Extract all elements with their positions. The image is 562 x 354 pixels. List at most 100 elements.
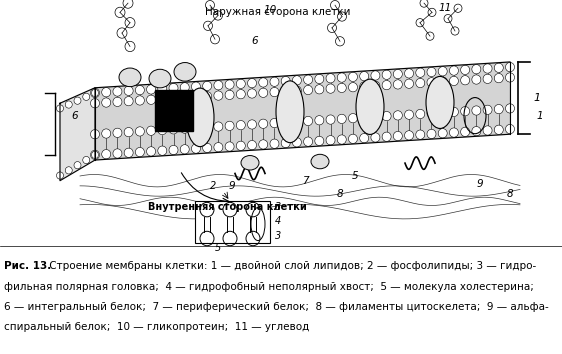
Circle shape xyxy=(292,138,301,147)
Circle shape xyxy=(203,92,212,101)
Circle shape xyxy=(225,90,234,99)
Circle shape xyxy=(393,111,402,120)
Text: 10: 10 xyxy=(264,5,277,15)
Circle shape xyxy=(102,149,111,159)
Circle shape xyxy=(236,141,245,150)
Circle shape xyxy=(158,84,167,93)
Circle shape xyxy=(90,150,99,160)
Circle shape xyxy=(102,129,111,138)
Circle shape xyxy=(214,143,223,152)
Circle shape xyxy=(348,134,357,143)
Circle shape xyxy=(180,83,189,92)
Circle shape xyxy=(281,138,290,148)
Circle shape xyxy=(337,73,346,82)
Text: 8: 8 xyxy=(507,189,513,199)
Ellipse shape xyxy=(356,79,384,135)
Circle shape xyxy=(495,125,504,135)
Circle shape xyxy=(427,67,436,77)
Circle shape xyxy=(270,139,279,148)
Circle shape xyxy=(337,114,346,124)
Circle shape xyxy=(147,147,156,156)
Circle shape xyxy=(214,81,223,90)
Circle shape xyxy=(259,88,268,97)
Circle shape xyxy=(158,95,167,104)
Circle shape xyxy=(169,84,178,93)
Circle shape xyxy=(158,125,167,135)
Circle shape xyxy=(180,93,189,102)
Text: Рис. 13.: Рис. 13. xyxy=(4,261,51,271)
Circle shape xyxy=(203,143,212,153)
Circle shape xyxy=(416,78,425,88)
Circle shape xyxy=(360,133,369,143)
Circle shape xyxy=(102,87,111,97)
Circle shape xyxy=(292,86,301,95)
Circle shape xyxy=(135,85,144,95)
Circle shape xyxy=(92,89,98,97)
Circle shape xyxy=(450,107,459,116)
Circle shape xyxy=(505,62,514,72)
Circle shape xyxy=(371,81,380,91)
Circle shape xyxy=(281,118,290,127)
Circle shape xyxy=(303,116,312,126)
Circle shape xyxy=(57,172,64,179)
Ellipse shape xyxy=(119,68,141,87)
Circle shape xyxy=(65,167,72,174)
Circle shape xyxy=(360,113,369,122)
Circle shape xyxy=(259,140,268,149)
Circle shape xyxy=(360,72,369,81)
Ellipse shape xyxy=(149,69,171,88)
Circle shape xyxy=(214,91,223,100)
Circle shape xyxy=(472,64,481,74)
Text: 6 — интегральный белок;  7 — периферический белок;  8 — филаменты цитоскелета;  : 6 — интегральный белок; 7 — периферическ… xyxy=(4,302,549,312)
Circle shape xyxy=(483,105,492,114)
Circle shape xyxy=(124,148,133,158)
Circle shape xyxy=(247,141,256,150)
Circle shape xyxy=(461,107,470,116)
Text: спиральный белок;  10 — гликопротеин;  11 — углевод: спиральный белок; 10 — гликопротеин; 11 … xyxy=(4,322,309,332)
Circle shape xyxy=(247,79,256,88)
Circle shape xyxy=(315,85,324,94)
Circle shape xyxy=(147,85,156,94)
Circle shape xyxy=(483,74,492,84)
Circle shape xyxy=(169,94,178,103)
Circle shape xyxy=(405,110,414,119)
Text: 5: 5 xyxy=(215,243,221,253)
Circle shape xyxy=(83,156,90,164)
Circle shape xyxy=(393,80,402,89)
Text: 6: 6 xyxy=(72,111,78,121)
Circle shape xyxy=(393,131,402,141)
Circle shape xyxy=(371,112,380,121)
Circle shape xyxy=(102,98,111,107)
Circle shape xyxy=(427,109,436,118)
Circle shape xyxy=(495,74,504,83)
Polygon shape xyxy=(95,62,510,160)
Circle shape xyxy=(337,135,346,144)
Circle shape xyxy=(461,76,470,85)
Circle shape xyxy=(203,81,212,91)
Circle shape xyxy=(393,69,402,79)
Circle shape xyxy=(90,88,99,98)
Circle shape xyxy=(360,82,369,91)
Circle shape xyxy=(147,126,156,135)
Circle shape xyxy=(405,79,414,88)
Circle shape xyxy=(326,74,335,83)
Circle shape xyxy=(472,126,481,136)
Text: 9: 9 xyxy=(229,181,235,191)
Circle shape xyxy=(225,142,234,151)
Circle shape xyxy=(65,101,72,108)
Circle shape xyxy=(303,85,312,95)
Circle shape xyxy=(450,128,459,137)
Circle shape xyxy=(416,68,425,77)
Circle shape xyxy=(214,122,223,131)
Circle shape xyxy=(192,144,201,153)
Circle shape xyxy=(303,137,312,146)
Circle shape xyxy=(292,117,301,126)
Circle shape xyxy=(83,93,90,101)
Circle shape xyxy=(225,80,234,89)
Circle shape xyxy=(416,130,425,139)
Circle shape xyxy=(169,145,178,155)
Text: Наружная сторона клетки: Наружная сторона клетки xyxy=(205,7,351,17)
Circle shape xyxy=(281,87,290,96)
Circle shape xyxy=(192,82,201,91)
Circle shape xyxy=(203,122,212,132)
